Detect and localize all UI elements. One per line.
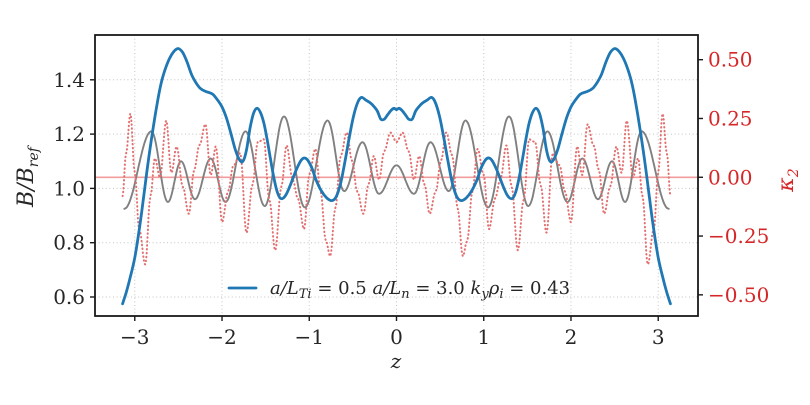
y-left-tick-label: 0.6	[53, 285, 85, 309]
y-left-tick-label: 1.4	[53, 68, 85, 92]
y-right-tick-label: −0.25	[708, 224, 769, 248]
x-tick-label: 1	[477, 325, 490, 349]
x-tick-label: −1	[295, 325, 324, 349]
x-tick-label: −3	[120, 325, 149, 349]
gridlines	[95, 35, 698, 316]
y-right-tick-label: 0.50	[708, 48, 753, 72]
series-gray-oscillation	[123, 115, 670, 210]
y-left-tick-label: 0.8	[53, 231, 85, 255]
y-right-tick-label: 0.25	[708, 106, 753, 130]
tick-marks	[90, 58, 703, 321]
series-B-over-Bref	[121, 47, 672, 306]
y-left-axis-label: B/Bref	[14, 144, 42, 208]
legend-label: a/LTi = 0.5 a/Ln = 3.0 kyρi = 0.43	[270, 278, 570, 302]
y-right-axis-label: κ2	[774, 168, 802, 192]
y-right-tick-label: −0.50	[708, 283, 769, 307]
x-tick-label: 2	[565, 325, 578, 349]
x-tick-label: −2	[207, 325, 236, 349]
x-axis-label: z	[390, 349, 402, 373]
y-left-tick-label: 1.2	[53, 122, 85, 146]
x-tick-label: 0	[390, 325, 403, 349]
x-tick-label: 3	[652, 325, 665, 349]
y-left-tick-label: 1.0	[53, 176, 85, 200]
y-right-tick-label: 0.00	[708, 165, 753, 189]
legend: a/LTi = 0.5 a/Ln = 3.0 kyρi = 0.43	[227, 278, 570, 302]
